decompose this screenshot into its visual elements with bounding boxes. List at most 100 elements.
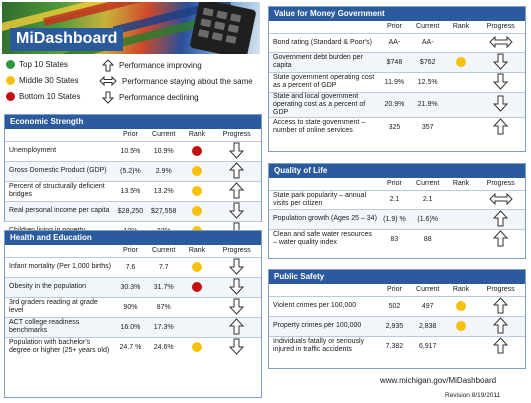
metric-name: Access to state government – number of o… bbox=[269, 116, 380, 137]
prior-value: 502 bbox=[379, 295, 410, 316]
prior-value: 83 bbox=[379, 228, 410, 249]
prior-value: 7.6 bbox=[115, 256, 146, 277]
yellow-rank-dot-icon bbox=[191, 186, 202, 196]
section-title: Economic Strength bbox=[5, 115, 261, 129]
progress-cell bbox=[476, 208, 525, 229]
rank-column-header: Rank bbox=[452, 23, 470, 31]
down-arrow-icon bbox=[229, 258, 245, 277]
legend-declining-label: Performance declining bbox=[119, 93, 199, 102]
metric-name: 3rd graders reading at grade level bbox=[5, 296, 116, 317]
red-rank-dot-icon bbox=[191, 146, 202, 156]
progress-column-header: Progress bbox=[222, 247, 251, 255]
rank-cell bbox=[181, 316, 213, 337]
table-row: Gross Domestic Product (GDP) (5.2)% 2.9% bbox=[5, 160, 261, 181]
rank-cell bbox=[445, 116, 477, 137]
current-value: $27,558 bbox=[145, 200, 182, 221]
green-dot-icon bbox=[6, 60, 15, 69]
progress-cell bbox=[476, 51, 525, 72]
yellow-rank-dot-icon bbox=[191, 262, 202, 272]
prior-value: (5.2)% bbox=[115, 160, 146, 181]
revision-date: Revision 8/19/2011 bbox=[445, 392, 501, 399]
prior-value: $748 bbox=[379, 51, 410, 72]
metric-name: State government operating cost as a per… bbox=[269, 71, 380, 92]
section-title: Quality of Life bbox=[269, 164, 525, 178]
prior-value: 2.1 bbox=[379, 189, 410, 209]
metric-name: Unemployment bbox=[5, 140, 116, 161]
prior-value: 13.5% bbox=[115, 180, 146, 201]
rank-column-header: Rank bbox=[188, 131, 206, 139]
current-value: AA- bbox=[409, 32, 446, 52]
rank-cell bbox=[181, 256, 213, 277]
yellow-rank-dot-icon bbox=[455, 321, 466, 331]
metric-name: State and local government operating cos… bbox=[269, 91, 380, 117]
progress-cell bbox=[476, 71, 525, 92]
rank-cell bbox=[445, 51, 477, 72]
current-value: $762 bbox=[409, 51, 446, 72]
progress-cell bbox=[212, 296, 261, 317]
rank-column-header: Rank bbox=[452, 286, 470, 294]
prior-value: (1.9) % bbox=[379, 208, 410, 229]
rank-cell bbox=[181, 180, 213, 201]
current-column-header: Current bbox=[416, 23, 440, 31]
red-rank-dot-icon bbox=[191, 282, 202, 292]
current-value: 2.9% bbox=[145, 160, 182, 181]
prior-value: 90% bbox=[115, 296, 146, 317]
progress-cell bbox=[212, 256, 261, 277]
section-title: Health and Education bbox=[5, 231, 261, 245]
value-for-money-panel: Value for Money Government Prior Current Ra… bbox=[268, 6, 526, 152]
current-value: 87% bbox=[145, 296, 182, 317]
progress-column-header: Progress bbox=[222, 131, 251, 139]
current-column-header: Current bbox=[152, 247, 176, 255]
progress-column-header: Progress bbox=[486, 286, 515, 294]
rank-cell bbox=[181, 200, 213, 221]
dashboard-banner: MiDashboard bbox=[2, 2, 260, 54]
prior-value: $28,250 bbox=[115, 200, 146, 221]
down-arrow-icon bbox=[493, 73, 509, 92]
up-arrow-icon bbox=[229, 181, 245, 201]
table-header-row: Prior Current Rank Progress bbox=[269, 178, 525, 190]
yellow-rank-dot-icon bbox=[191, 166, 202, 176]
red-dot-icon bbox=[6, 92, 15, 101]
rank-cell bbox=[445, 208, 477, 229]
prior-column-header: Prior bbox=[123, 247, 138, 255]
metrics-table: Prior Current Rank Progress Violent crimes p… bbox=[269, 284, 525, 356]
down-arrow-icon bbox=[229, 298, 245, 317]
public-safety-panel: Public Safety Prior Current Rank Progress Vio… bbox=[268, 269, 526, 369]
rank-cell bbox=[445, 189, 477, 209]
legend-middle: Middle 30 States bbox=[6, 76, 79, 85]
table-row: Infant mortality (Per 1,000 births) 7.6 7.… bbox=[5, 256, 261, 277]
table-row: Government debt burden per capita $748 $76… bbox=[269, 51, 525, 72]
current-value: 7.7 bbox=[145, 256, 182, 277]
up-arrow-icon bbox=[493, 117, 509, 137]
current-value: 21.9% bbox=[409, 91, 446, 117]
prior-column-header: Prior bbox=[387, 286, 402, 294]
metric-name: Bond rating (Standard & Poor's) bbox=[269, 32, 380, 52]
metric-column-header bbox=[5, 129, 115, 141]
table-row: Percent of structurally deficient bridge… bbox=[5, 180, 261, 201]
current-value: 6,917 bbox=[409, 335, 446, 356]
rank-cell bbox=[445, 32, 477, 52]
up-arrow-icon bbox=[229, 161, 245, 181]
rank-cell bbox=[445, 91, 477, 117]
progress-cell bbox=[476, 189, 525, 209]
up-arrow-icon bbox=[493, 229, 509, 249]
left-right-arrow-icon bbox=[99, 76, 117, 86]
dashboard-url-link[interactable]: www.michigan.gov/MiDashboard bbox=[380, 376, 497, 385]
progress-cell bbox=[212, 276, 261, 297]
legend-bottom-label: Bottom 10 States bbox=[19, 92, 81, 101]
progress-cell bbox=[212, 336, 261, 357]
down-arrow-icon bbox=[102, 91, 114, 104]
down-arrow-icon bbox=[229, 278, 245, 297]
metric-name: Population growth (Ages 25 – 34) bbox=[269, 208, 380, 229]
legend-improving: Performance improving bbox=[102, 59, 202, 72]
progress-cell bbox=[476, 116, 525, 137]
progress-cell bbox=[212, 316, 261, 337]
progress-column-header: Progress bbox=[486, 180, 515, 188]
up-arrow-icon bbox=[493, 316, 509, 336]
legend-same: Performance staying about the same bbox=[99, 76, 253, 86]
calculator-icon bbox=[189, 2, 257, 54]
table-header-row: Prior Current Rank Progress bbox=[269, 284, 525, 296]
table-row: Clean and safe water resources – water q… bbox=[269, 228, 525, 249]
prior-value: 24.7 % bbox=[115, 336, 146, 357]
legend-same-label: Performance staying about the same bbox=[122, 76, 253, 86]
